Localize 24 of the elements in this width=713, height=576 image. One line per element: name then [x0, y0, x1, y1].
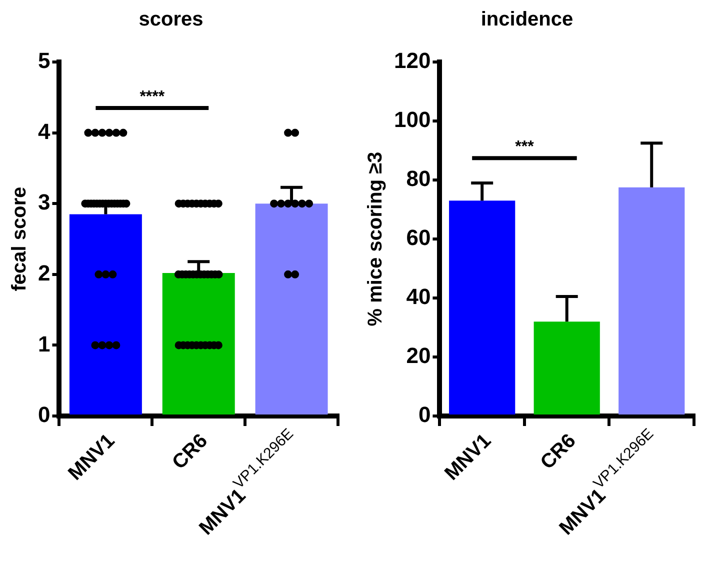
x-tick-label: CR6 [168, 430, 212, 474]
annotation: **** [140, 88, 166, 106]
annotation: *** [515, 138, 535, 156]
y-tick-label: 5 [38, 48, 50, 74]
y-tick-label: 40 [406, 284, 431, 310]
y-tick-label: 20 [406, 343, 431, 368]
y-tick-label: 0 [418, 402, 431, 428]
y-tick-label: 2 [38, 260, 50, 286]
bar [162, 272, 235, 414]
y-axis-title: % mice scoring ≥3 [364, 152, 387, 326]
y-tick-label: 80 [406, 166, 431, 192]
x-tick-label: CR6 [536, 430, 580, 474]
y-tick-label: 100 [394, 107, 431, 132]
y-tick-label: 60 [406, 225, 431, 250]
y-axis-title: fecal score [8, 186, 31, 292]
y-tick-label: 4 [38, 118, 51, 144]
bar [255, 204, 328, 414]
chart-title: scores [138, 8, 204, 31]
y-tick-label: 1 [38, 331, 50, 356]
y-tick-label: 3 [38, 190, 50, 215]
y-tick-label: 0 [38, 402, 50, 428]
bar [69, 214, 142, 414]
y-tick-label: 120 [394, 48, 431, 74]
chart-title: incidence [480, 8, 574, 31]
